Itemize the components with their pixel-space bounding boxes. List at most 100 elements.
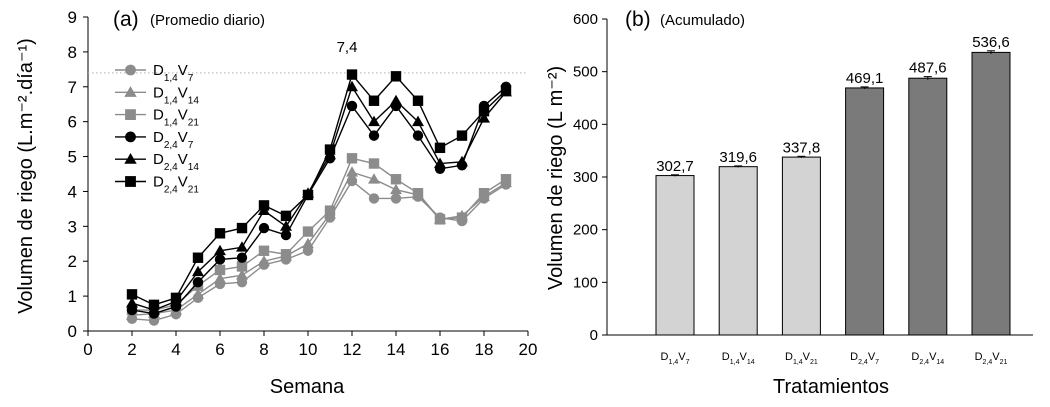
b-value-label: 302,7 <box>656 158 694 175</box>
a-data-point <box>236 241 248 252</box>
a-y-tick-label: 5 <box>68 148 77 167</box>
a-x-tick-label: 12 <box>343 340 362 359</box>
a-data-point <box>456 155 468 167</box>
b-y-tick-label: 200 <box>573 222 598 239</box>
a-legend-label: D1,4V21 <box>153 107 199 129</box>
a-y-tick-label: 1 <box>68 287 77 306</box>
a-data-point <box>214 272 226 284</box>
a-data-point <box>434 214 446 225</box>
b-bar <box>781 156 821 336</box>
a-data-point <box>302 189 314 201</box>
panel-b-xlabel: Tratamientos <box>773 376 889 398</box>
a-data-point <box>214 264 226 276</box>
b-bar <box>908 77 948 336</box>
a-y-tick-label: 0 <box>68 322 77 341</box>
a-legend-marker <box>125 109 136 120</box>
a-legend-marker <box>125 176 136 187</box>
b-bar <box>718 166 758 336</box>
a-x-tick-label: 6 <box>215 340 224 359</box>
b-category-label: D1,4V7 <box>661 351 690 366</box>
b-value-label: 337,8 <box>783 139 821 156</box>
a-data-point <box>280 220 292 231</box>
panel-a-peak-label: 7,4 <box>337 39 358 56</box>
a-y-tick-label: 8 <box>68 43 77 62</box>
b-value-label: 487,6 <box>909 60 947 77</box>
b-y-tick-label: 600 <box>573 11 598 28</box>
a-data-point <box>346 166 358 177</box>
a-data-point <box>478 106 490 117</box>
a-data-point <box>434 157 446 168</box>
a-data-point <box>148 299 160 311</box>
a-data-point <box>236 252 248 263</box>
a-legend-marker <box>124 152 137 164</box>
a-data-point <box>368 193 380 204</box>
a-data-point <box>192 265 204 277</box>
a-data-point <box>412 115 424 127</box>
a-data-point <box>412 95 424 106</box>
b-value-label: 319,6 <box>719 149 757 166</box>
a-y-tick-label: 4 <box>68 182 77 201</box>
a-data-point <box>302 237 314 249</box>
a-data-point <box>280 210 292 222</box>
a-y-tick-label: 2 <box>68 252 77 271</box>
b-y-tick-label: 400 <box>573 116 598 133</box>
a-data-point <box>412 130 424 141</box>
panel-a-subtitle: (Promedio diario) <box>150 12 265 29</box>
b-category-label: D1,4V21 <box>785 351 818 366</box>
a-data-point <box>390 71 402 82</box>
a-data-point <box>280 249 292 260</box>
a-data-point <box>346 69 358 80</box>
a-x-tick-label: 16 <box>431 340 450 359</box>
a-y-tick-label: 9 <box>68 8 77 27</box>
a-data-point <box>236 222 248 234</box>
b-category-label: D2,4V21 <box>975 351 1008 366</box>
a-x-tick-label: 8 <box>259 340 268 359</box>
a-y-tick-label: 6 <box>68 113 77 132</box>
b-bar <box>655 175 695 336</box>
panel-a-ylabel: Volumen de riego (L.m⁻².día⁻¹) <box>15 38 37 314</box>
a-data-point <box>214 244 226 256</box>
a-x-tick-label: 20 <box>519 340 538 359</box>
a-data-point <box>456 130 468 141</box>
a-data-point <box>236 269 248 280</box>
a-data-point <box>258 245 270 256</box>
a-data-point <box>368 115 380 127</box>
a-data-point <box>192 288 204 299</box>
a-data-point <box>126 289 138 300</box>
a-data-point <box>390 174 402 185</box>
a-data-point <box>324 205 336 216</box>
a-series-line <box>131 85 507 311</box>
panel-a-xlabel: Semana <box>270 376 345 398</box>
a-data-point <box>302 226 314 237</box>
a-data-point <box>478 112 490 123</box>
a-x-tick-label: 18 <box>475 340 494 359</box>
panel-b-tag: (b) <box>625 8 651 31</box>
a-data-point <box>258 255 270 266</box>
a-data-point <box>500 85 512 96</box>
a-legend-label: D1,4V7 <box>153 62 194 84</box>
a-x-tick-label: 2 <box>127 340 136 359</box>
a-data-point <box>434 142 446 154</box>
a-x-tick-label: 14 <box>387 340 406 359</box>
b-category-label: D2,4V14 <box>911 351 944 366</box>
b-bar <box>845 87 885 336</box>
a-data-point <box>478 187 490 199</box>
panel-b-plot: 0 100 200 300 400 500 600 302,7 D1,4V7 319,6 D1,4V… <box>573 11 1033 366</box>
panel-b-ylabel: Volumen de riego (L m⁻²) <box>545 66 567 290</box>
b-bar <box>971 51 1011 336</box>
a-data-point <box>214 254 226 265</box>
a-x-tick-label: 4 <box>171 340 180 359</box>
a-data-point <box>368 158 380 169</box>
a-y-tick-label: 3 <box>68 217 77 236</box>
a-legend-marker <box>125 131 136 143</box>
a-data-point <box>346 153 358 164</box>
a-data-point <box>214 228 226 239</box>
a-legend-marker <box>124 86 137 97</box>
b-category-label: D2,4V7 <box>850 351 879 366</box>
a-data-point <box>258 222 270 234</box>
a-data-point <box>170 292 182 304</box>
a-legend-label: D1,4V14 <box>153 84 199 106</box>
a-series-5 <box>126 69 512 311</box>
